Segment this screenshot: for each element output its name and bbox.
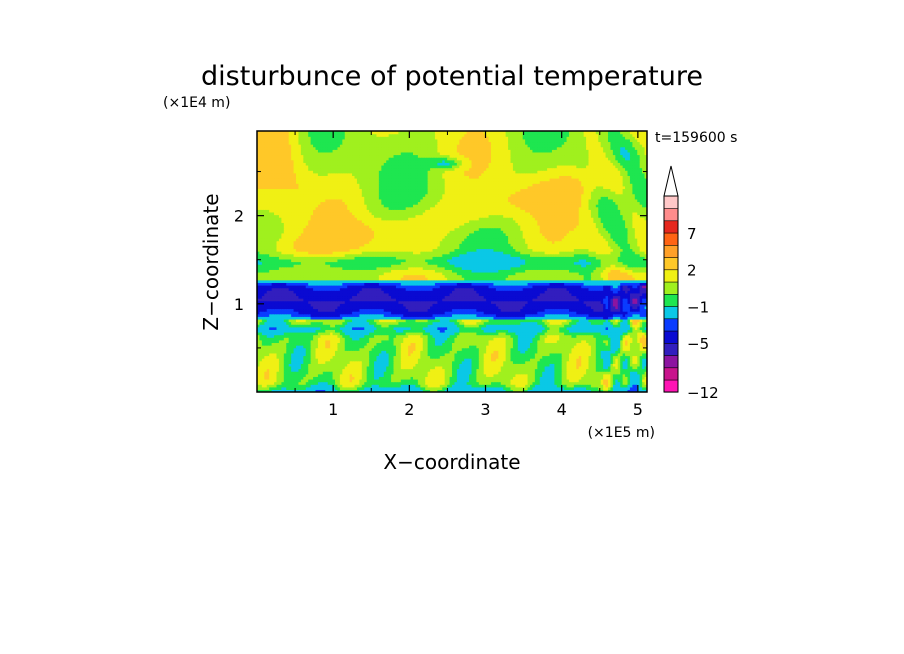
colorbar-label-1: −5 — [687, 335, 709, 353]
colorbar-label-3: 2 — [687, 262, 697, 280]
x-tick-label-2: 3 — [480, 400, 490, 419]
plot-frame — [256, 130, 648, 393]
colorbar-segment-5 — [663, 318, 679, 332]
x-tick-label-3: 4 — [557, 400, 567, 419]
colorbar-label-2: −1 — [687, 298, 709, 316]
colorbar-segment-12 — [663, 232, 679, 246]
time-label: t=159600 s — [655, 130, 737, 146]
colorbar-segment-11 — [663, 244, 679, 258]
y-tick-label-1: 2 — [234, 207, 244, 226]
heatmap-field — [257, 131, 647, 392]
colorbar-segment-10 — [663, 256, 679, 271]
colorbar-segment-7 — [663, 293, 679, 307]
colorbar-label-4: 7 — [687, 225, 697, 243]
colorbar-segment-13 — [663, 220, 679, 234]
colorbar-segment-1 — [663, 367, 679, 381]
colorbar-segment-0 — [663, 379, 679, 393]
colorbar-segment-9 — [663, 269, 679, 283]
x-tick-label-1: 2 — [404, 400, 414, 419]
colorbar-segment-6 — [663, 305, 679, 320]
y-tick-label-0: 1 — [234, 295, 244, 314]
y-axis-unit: (×1E4 m) — [163, 95, 230, 111]
x-tick-label-0: 1 — [328, 400, 338, 419]
colorbar-segment-15 — [663, 195, 679, 209]
y-axis-label: Z−coordinate — [199, 193, 223, 330]
colorbar-extend-arrow — [663, 165, 679, 197]
x-axis-unit: (×1E5 m) — [588, 425, 655, 441]
colorbar-segment-8 — [663, 281, 679, 295]
x-tick-label-4: 5 — [633, 400, 643, 419]
colorbar-segment-3 — [663, 342, 679, 356]
y-axis: 12 — [234, 171, 647, 349]
colorbar: −12−5−127 — [663, 165, 719, 402]
colorbar-segment-4 — [663, 330, 679, 344]
x-axis: 1 2 3 4 5 — [294, 131, 643, 419]
colorbar-label-0: −12 — [687, 384, 719, 402]
x-axis-label: X−coordinate — [383, 450, 520, 474]
chart-title: disturbunce of potential temperature — [201, 61, 703, 92]
colorbar-segment-2 — [663, 354, 679, 369]
colorbar-segment-14 — [663, 207, 679, 222]
